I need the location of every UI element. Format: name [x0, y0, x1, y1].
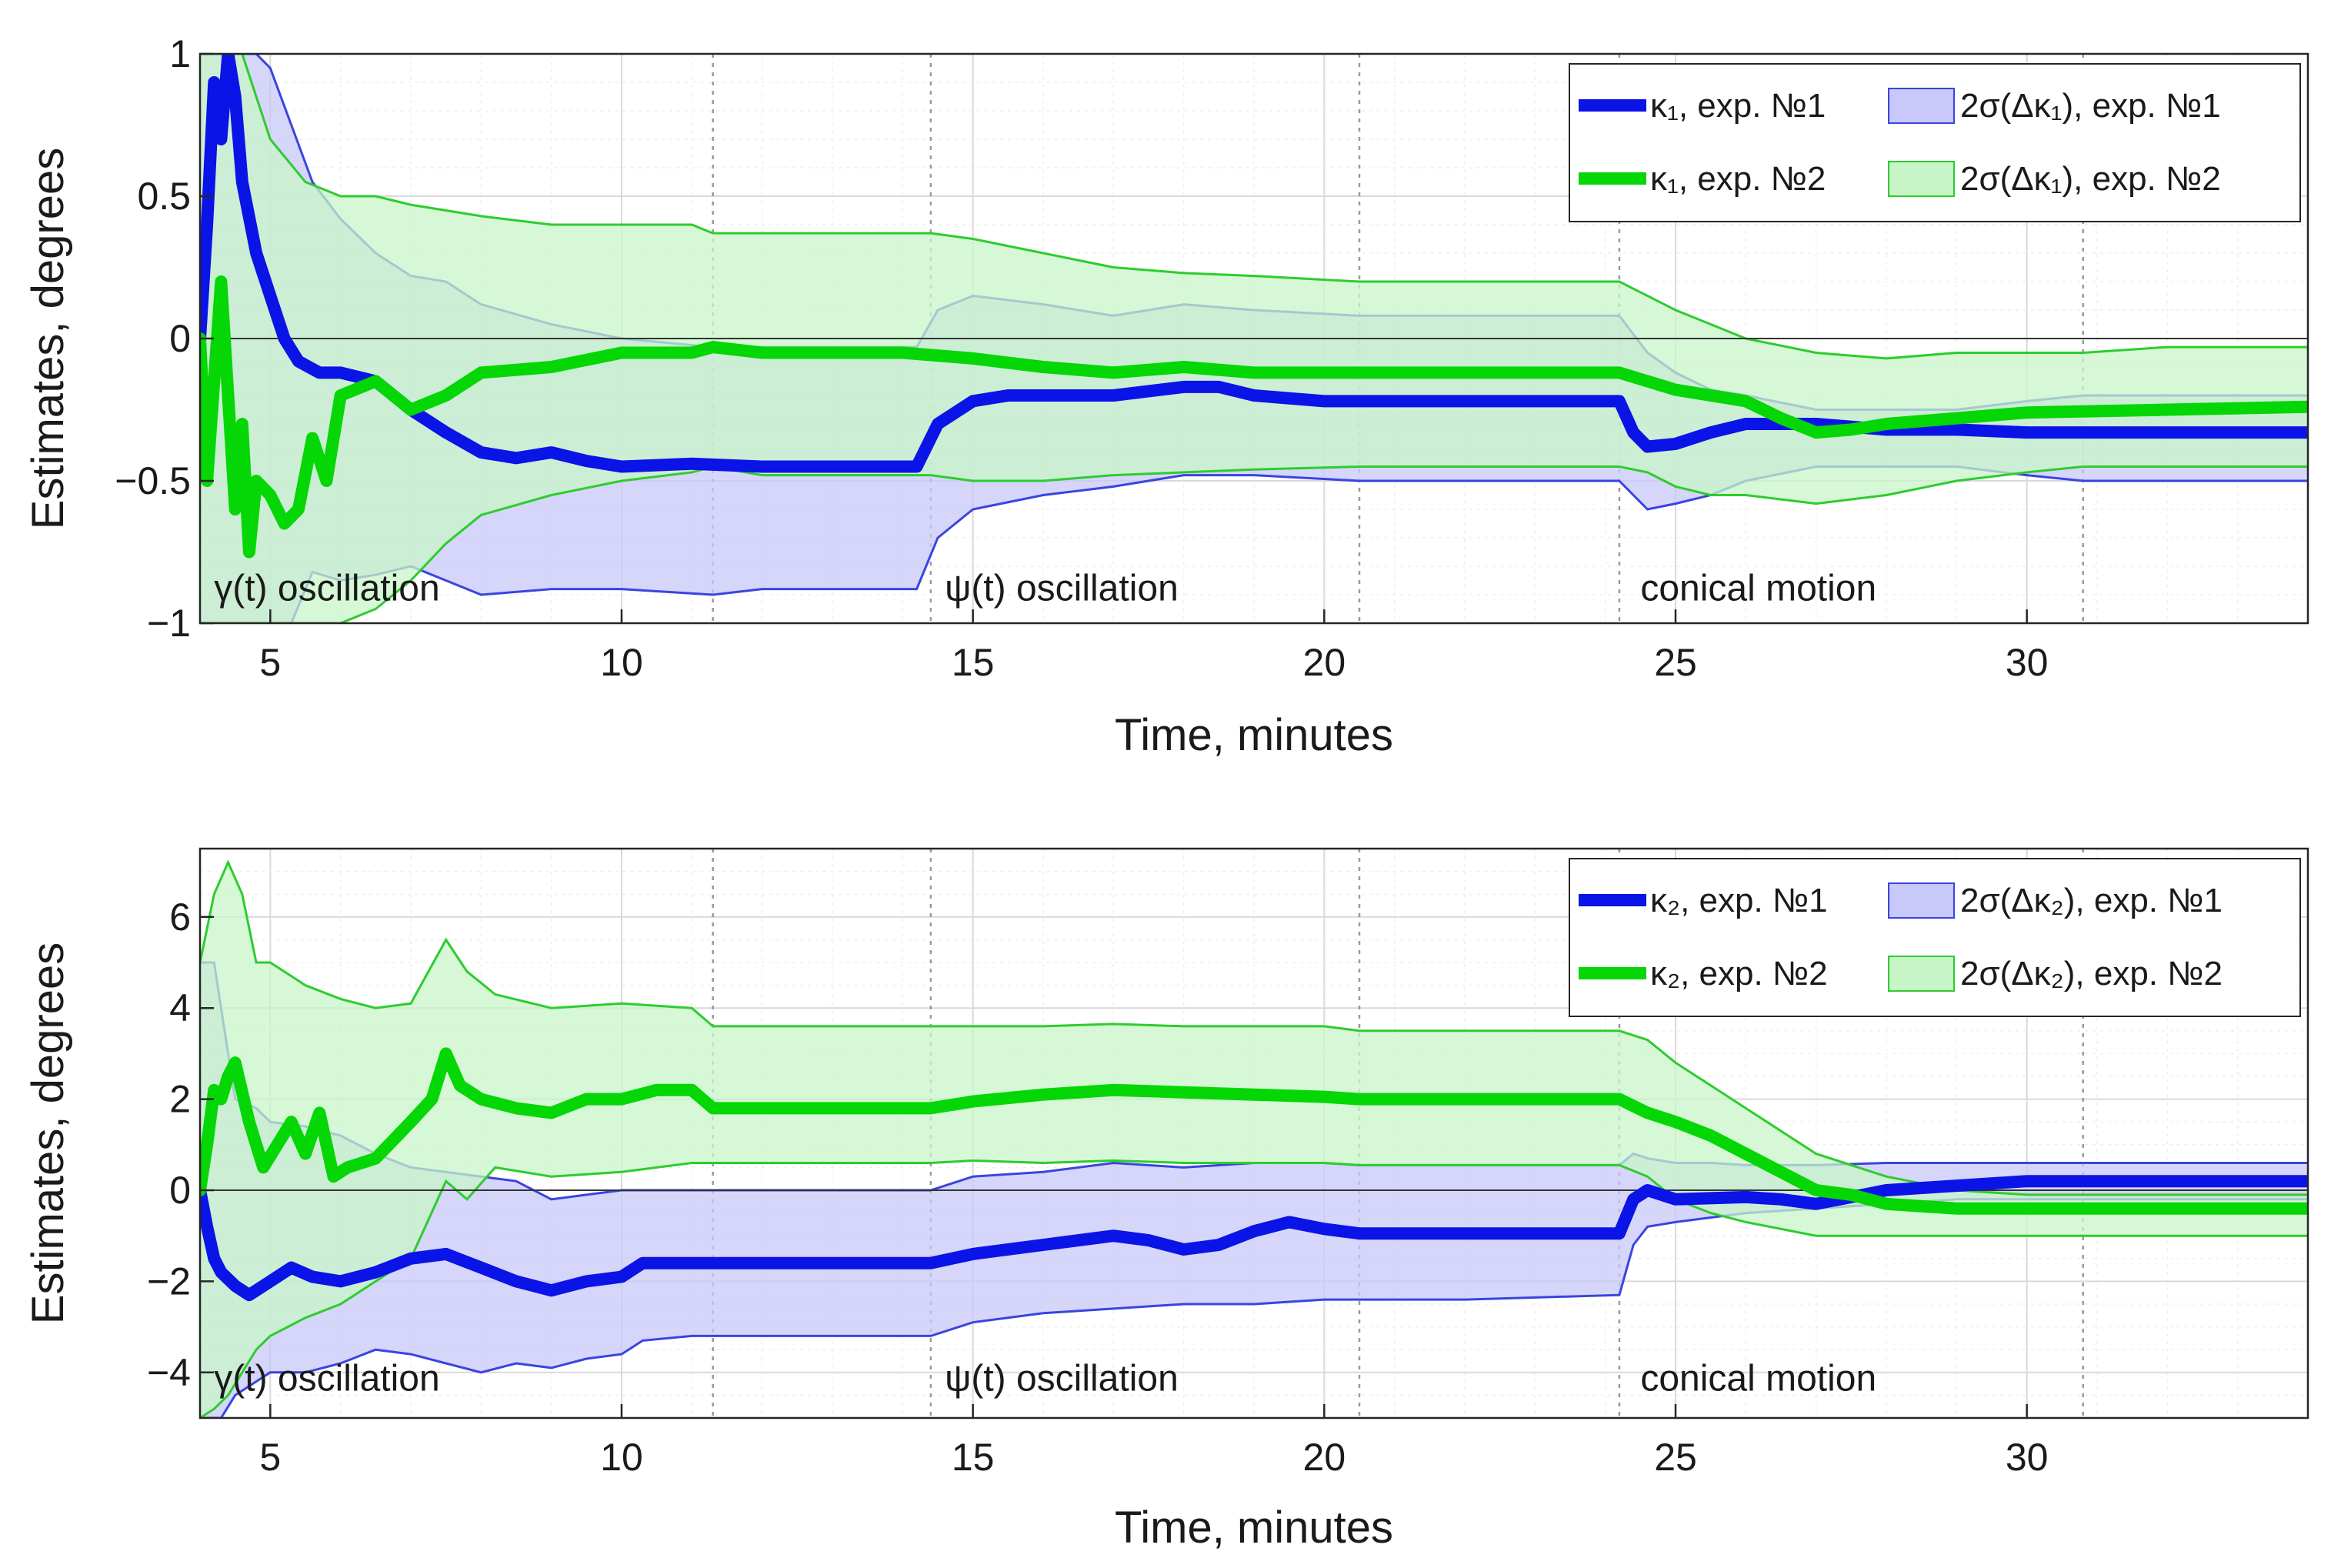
top-estimate-lines	[200, 54, 2308, 559]
bottom-x-ticks: 5 10 15 20 25 30	[259, 1404, 2048, 1479]
top-x-tick-label: 30	[2006, 641, 2049, 684]
bottom-x-tick-label: 15	[952, 1436, 995, 1479]
top-legend-swatch-green-band	[1888, 161, 1955, 197]
bottom-y-axis-label: Estimates, degrees	[23, 942, 73, 1324]
top-annotation-2: conical motion	[1640, 568, 1876, 609]
top-x-tick-label: 15	[952, 641, 995, 684]
top-x-tick-label: 5	[259, 641, 281, 684]
bottom-legend-label-sigma-exp2: 2σ(Δκ₂), exp. №2	[1960, 955, 2223, 993]
top-y-tick-label: 1	[169, 32, 191, 75]
top-y-tick-label: −0.5	[115, 459, 191, 502]
bottom-y-ticks: 6 4 2 0 −2 −4	[147, 896, 214, 1394]
bottom-series-blue	[200, 1175, 2308, 1302]
bottom-axes-box	[198, 847, 2309, 1420]
bottom-legend-swatch-green-band	[1888, 956, 1955, 992]
top-annotations: γ(t) oscillation ψ(t) oscillation conical …	[214, 568, 1876, 609]
bottom-legend-label-k2-exp2: κ₂, exp. №2	[1650, 955, 1828, 993]
bottom-estimate-lines	[200, 1047, 2308, 1302]
bottom-y-tick-label: 4	[169, 986, 191, 1029]
top-legend-swatch-blue-band	[1888, 88, 1955, 124]
bottom-legend: κ₂, exp. №1 2σ(Δκ₂), exp. №1 κ₂, exp. №2…	[1569, 858, 2301, 1017]
top-annotation-1: ψ(t) oscillation	[945, 568, 1179, 609]
bottom-x-tick-label: 5	[259, 1436, 281, 1479]
top-y-tick-label: −1	[147, 602, 191, 645]
bottom-annotation-2: conical motion	[1640, 1358, 1876, 1399]
top-x-tick-label: 10	[600, 641, 643, 684]
bottom-band-green-upper-edge	[200, 859, 2308, 1196]
bottom-y-tick-label: 6	[169, 896, 191, 939]
bottom-x-tick-label: 10	[600, 1436, 643, 1479]
bottom-annotation-0: γ(t) oscillation	[214, 1358, 439, 1399]
top-y-axis-label: Estimates, degrees	[23, 148, 73, 529]
bottom-y-tick-label: 0	[169, 1169, 191, 1212]
top-y-ticks: 1 0.5 0 −0.5 −1	[115, 32, 214, 645]
top-band-green-lower-edge	[200, 465, 2308, 623]
bottom-annotations: γ(t) oscillation ψ(t) oscillation conical …	[214, 1358, 1876, 1399]
bottom-x-tick-label: 20	[1303, 1436, 1346, 1479]
bottom-legend-label-k2-exp1: κ₂, exp. №1	[1650, 882, 1828, 919]
bottom-legend-label-sigma-exp1: 2σ(Δκ₂), exp. №1	[1960, 882, 2223, 919]
bottom-y-tick-label: −2	[147, 1259, 191, 1303]
bottom-annotation-1: ψ(t) oscillation	[945, 1358, 1179, 1399]
bottom-band-green	[200, 862, 2308, 1418]
top-x-tick-label: 25	[1654, 641, 1697, 684]
bottom-band-green-lower-edge	[200, 1159, 2308, 1418]
top-legend-label-k1-exp2: κ₁, exp. №2	[1650, 160, 1826, 198]
top-x-axis-label: Time, minutes	[1115, 710, 1393, 760]
bottom-x-tick-label: 25	[1654, 1436, 1697, 1479]
top-legend: κ₁, exp. №1 2σ(Δκ₁), exp. №1 κ₁, exp. №2…	[1569, 63, 2301, 222]
top-x-tick-label: 20	[1303, 641, 1346, 684]
bottom-legend-swatch-blue-band	[1888, 882, 1955, 919]
top-annotation-0: γ(t) oscillation	[214, 568, 439, 609]
bottom-series-green	[200, 1047, 2308, 1215]
bottom-x-axis-label: Time, minutes	[1115, 1503, 1393, 1553]
bottom-y-tick-label: −4	[147, 1351, 191, 1394]
top-x-ticks: 5 10 15 20 25 30	[259, 609, 2048, 684]
top-legend-label-sigma-exp2: 2σ(Δκ₁), exp. №2	[1960, 160, 2221, 198]
top-band-green-upper-edge	[200, 54, 2308, 360]
bottom-x-tick-label: 30	[2006, 1436, 2049, 1479]
top-series-green	[200, 275, 2308, 559]
top-legend-label-k1-exp1: κ₁, exp. №1	[1650, 87, 1826, 125]
bottom-y-tick-label: 2	[169, 1078, 191, 1121]
top-legend-label-sigma-exp1: 2σ(Δκ₁), exp. №1	[1960, 87, 2221, 125]
top-y-tick-label: 0.5	[137, 175, 191, 218]
top-plot: 5 10 15 20 25 30 1 0.5 0 −0.5 −1 γ(t) oscillation…	[23, 32, 2309, 760]
top-y-tick-label: 0	[169, 317, 191, 360]
top-series-blue	[200, 54, 2308, 473]
